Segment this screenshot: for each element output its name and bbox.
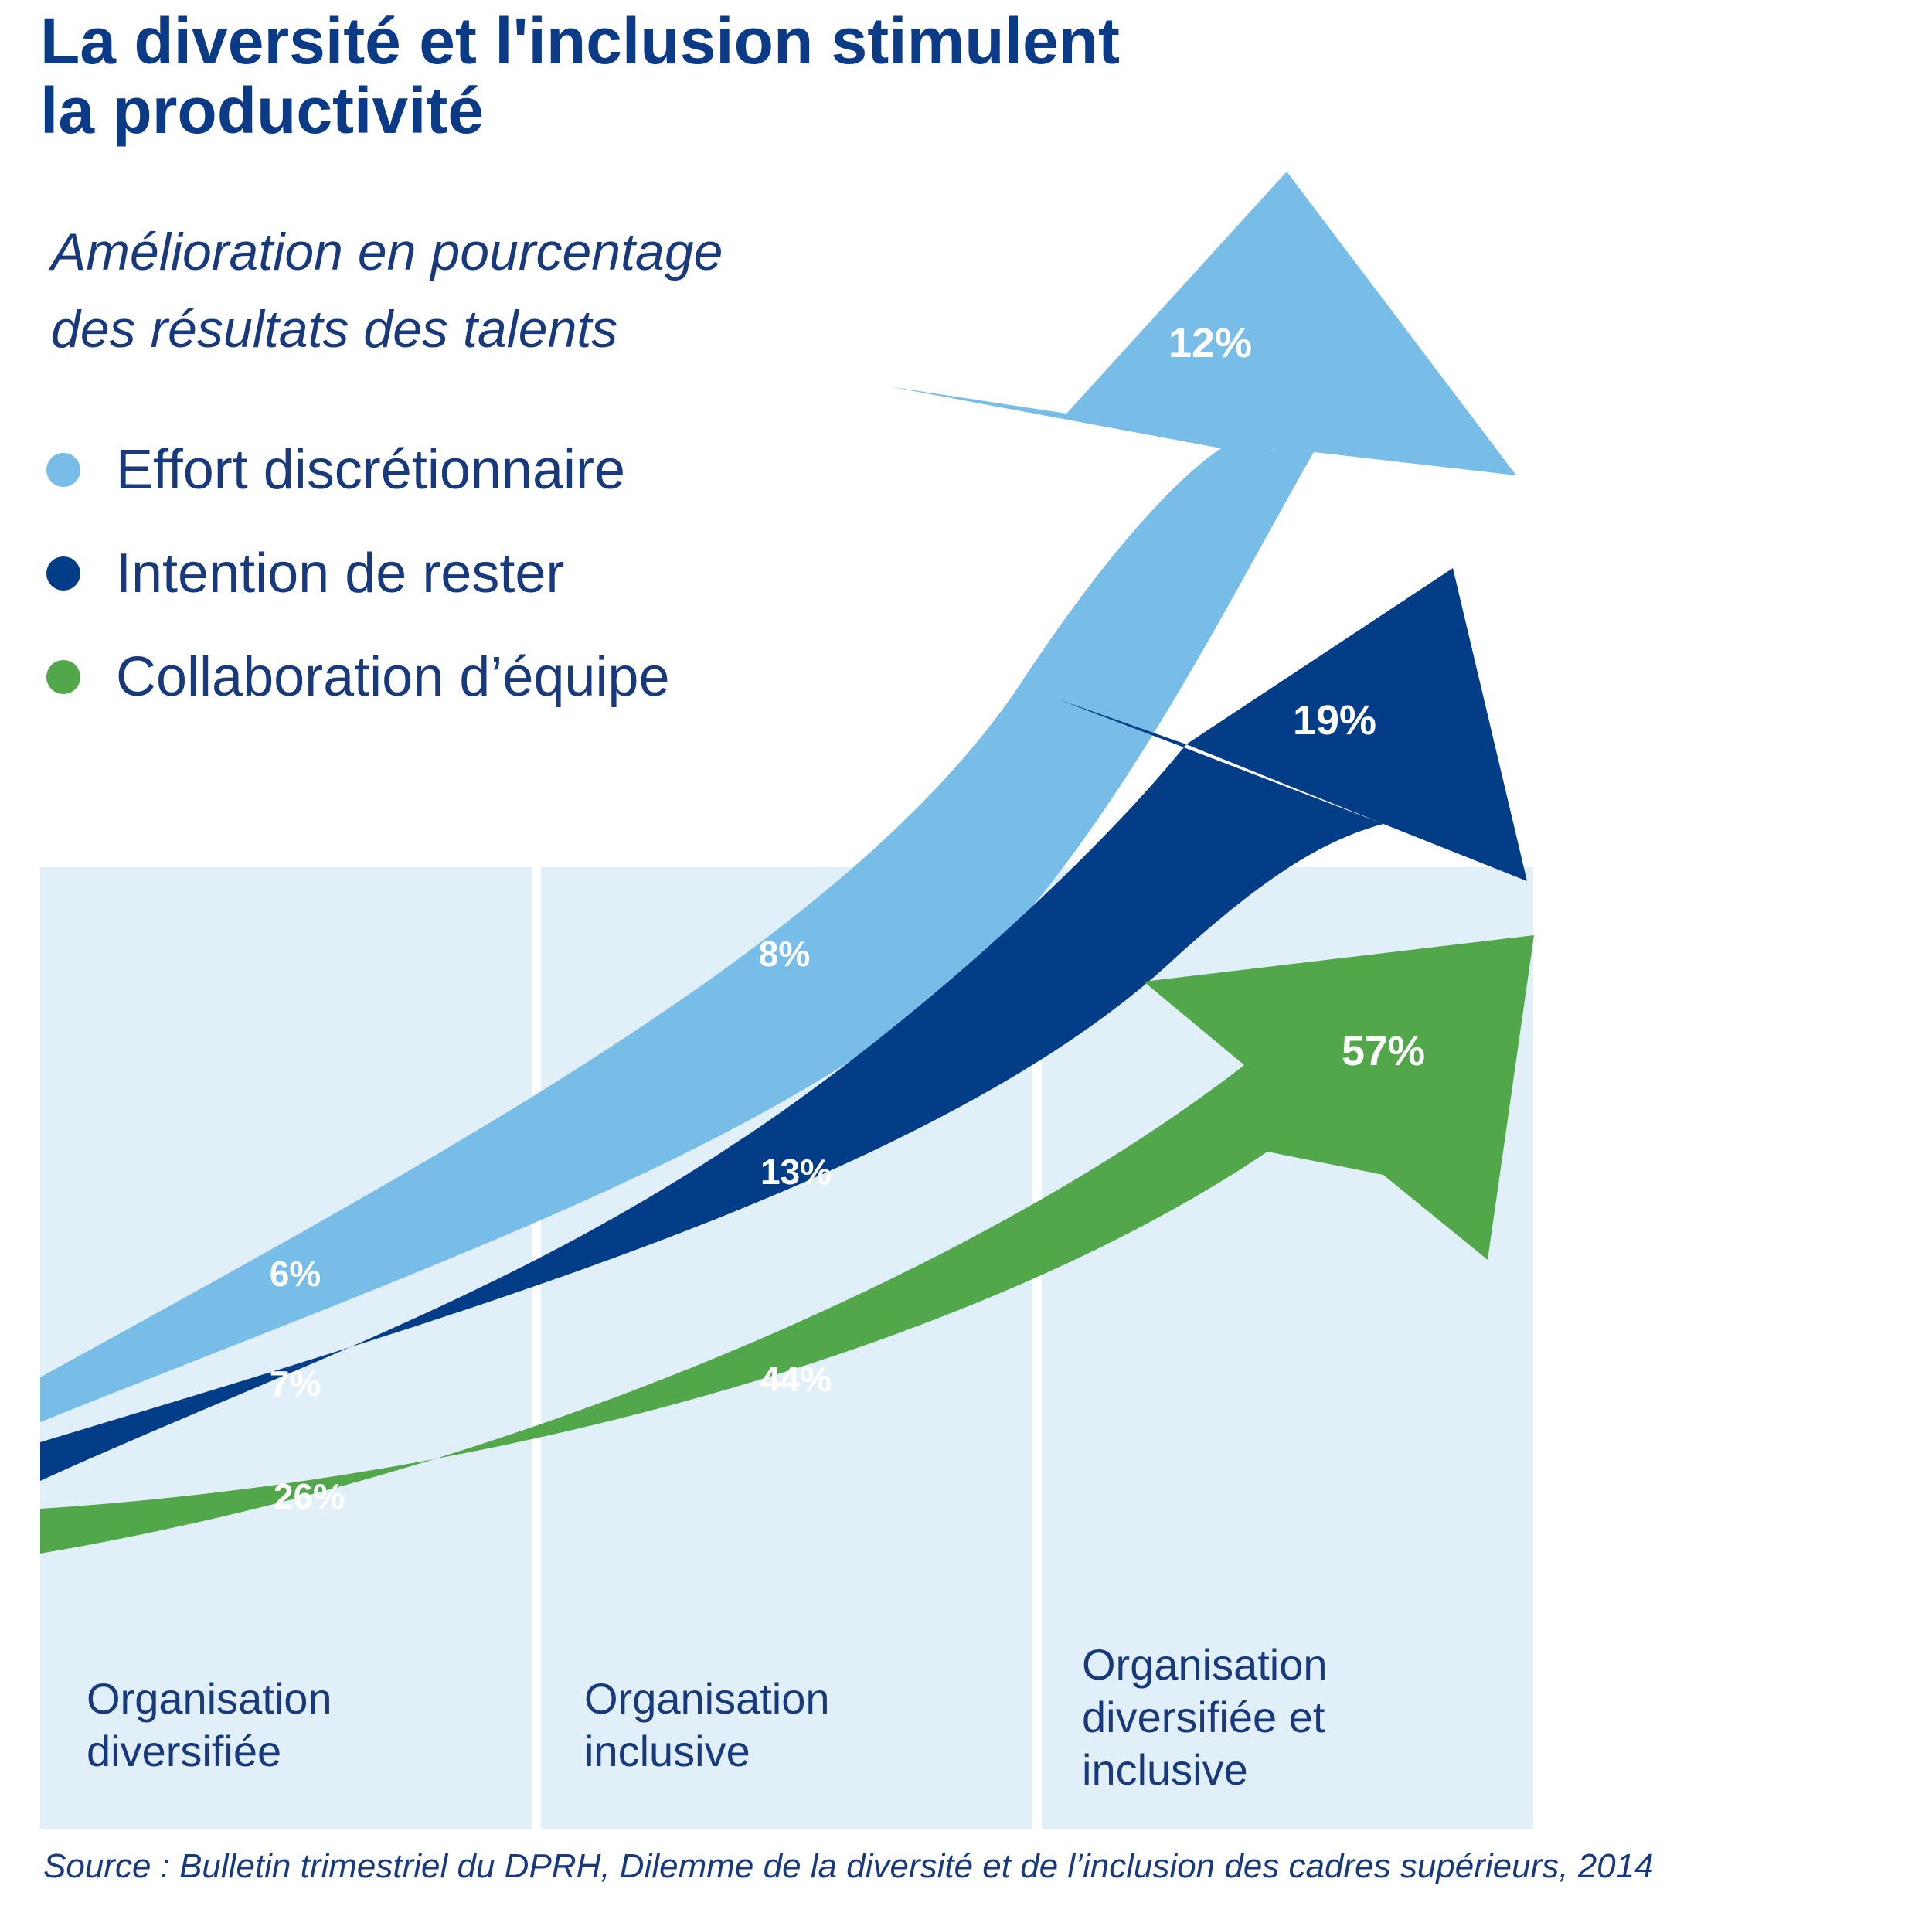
legend-label-effort: Effort discrétionnaire: [116, 439, 626, 501]
value-label-s2-p3: 19%: [1293, 697, 1376, 744]
legend-marker-effort: [46, 453, 80, 487]
legend-marker-intention: [46, 556, 80, 591]
subtitle-line-2: des résultats des talents: [51, 300, 618, 359]
category-label-diversified-inclusive: Organisation diversifiée et inclusive: [1082, 1640, 1328, 1794]
page-title-line-1: La diversité et l'inclusion stimulent: [40, 5, 1120, 77]
series-arrow-2: [40, 568, 1527, 1481]
series-arrow-3: [40, 935, 1534, 1554]
value-label-s3-p1: 26%: [274, 1476, 345, 1516]
value-label-s1-p1: 6%: [270, 1254, 321, 1294]
value-label-s3-p3: 57%: [1342, 1028, 1425, 1074]
legend-item-effort: Effort discrétionnaire: [46, 439, 625, 501]
legend-item-intention: Intention de rester: [46, 543, 564, 604]
category-label-inclusive: Organisation inclusive: [584, 1674, 830, 1775]
page-title-line-2: la productivité: [40, 74, 485, 147]
legend-label-intention: Intention de rester: [116, 543, 565, 604]
value-label-s2-p1: 7%: [270, 1363, 321, 1404]
value-label-s2-p2: 13%: [760, 1152, 832, 1192]
legend-marker-collaboration: [46, 660, 80, 694]
value-labels: 6% 8% 12% 7% 13% 19% 26% 44% 57%: [270, 320, 1425, 1516]
category-label-diversified: Organisation diversifiée: [87, 1674, 332, 1775]
source-note: Source : Bulletin trimestriel du DPRH, D…: [43, 1847, 1654, 1885]
value-label-s3-p2: 44%: [760, 1359, 832, 1399]
series-arrows: [40, 172, 1534, 1554]
value-label-s1-p3: 12%: [1168, 320, 1252, 366]
legend-label-collaboration: Collaboration d’équipe: [116, 646, 670, 708]
subtitle-line-1: Amélioration en pourcentage: [51, 223, 723, 281]
legend-item-collaboration: Collaboration d’équipe: [46, 646, 670, 708]
value-label-s1-p2: 8%: [759, 934, 810, 974]
series-arrow-1: [40, 172, 1516, 1422]
